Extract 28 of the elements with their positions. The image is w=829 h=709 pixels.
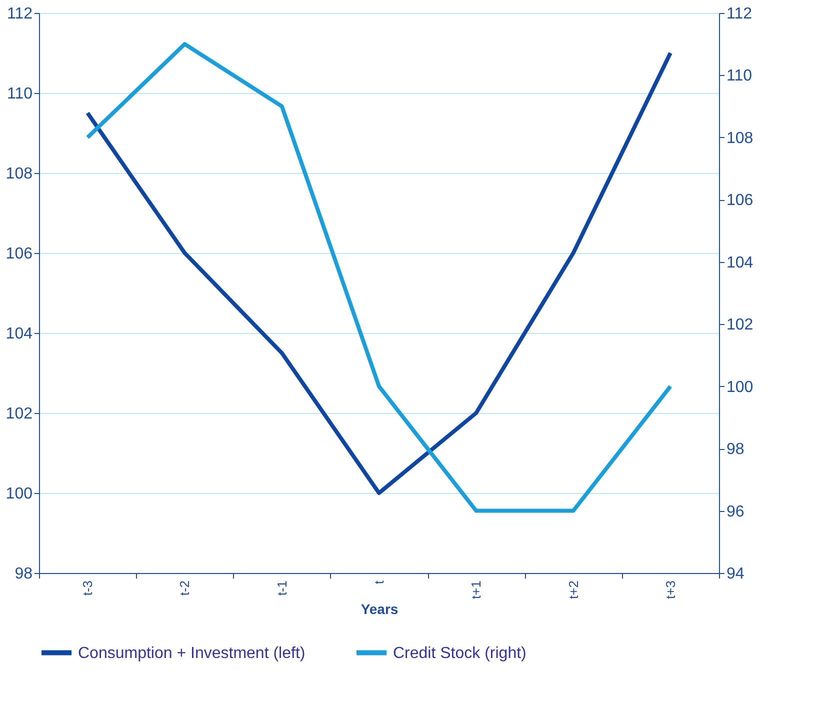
y2-tick-label: 106 xyxy=(726,192,754,210)
x-tick-label: t xyxy=(372,580,386,584)
y-tick-label: 104 xyxy=(6,326,33,342)
y2-tick-label: 112 xyxy=(726,6,752,22)
y2-tick-label: 110 xyxy=(726,68,752,85)
y2-tick-label: 104 xyxy=(726,254,754,272)
x-tick-label: t+3 xyxy=(662,580,678,599)
y-tick-label: 110 xyxy=(6,86,33,102)
y2-tick-label: 98 xyxy=(726,441,744,458)
x-axis-title: Years xyxy=(360,600,398,617)
legend-label: Consumption + Investment (left) xyxy=(78,644,306,662)
legend-label: Credit Stock (right) xyxy=(393,644,526,662)
y-tick-label: 112 xyxy=(6,6,33,22)
y-tick-label: 100 xyxy=(6,486,33,502)
y2-tick-label: 94 xyxy=(726,566,744,582)
y-tick-label: 98 xyxy=(14,566,33,582)
x-tick-label: t+2 xyxy=(566,580,581,599)
y-tick-label: 108 xyxy=(6,166,33,182)
y2-tick-label: 96 xyxy=(726,503,744,520)
y-tick-label: 106 xyxy=(6,246,33,262)
y2-tick-label: 102 xyxy=(726,316,754,334)
x-tick-label: t+1 xyxy=(468,580,484,599)
x-tick-label: t-2 xyxy=(177,580,192,596)
y2-tick-label: 108 xyxy=(726,130,754,147)
y-tick-label: 102 xyxy=(6,406,33,422)
x-tick-label: t-1 xyxy=(274,580,290,596)
x-tick-label: t-3 xyxy=(80,580,96,596)
y2-tick-label: 100 xyxy=(726,378,754,396)
